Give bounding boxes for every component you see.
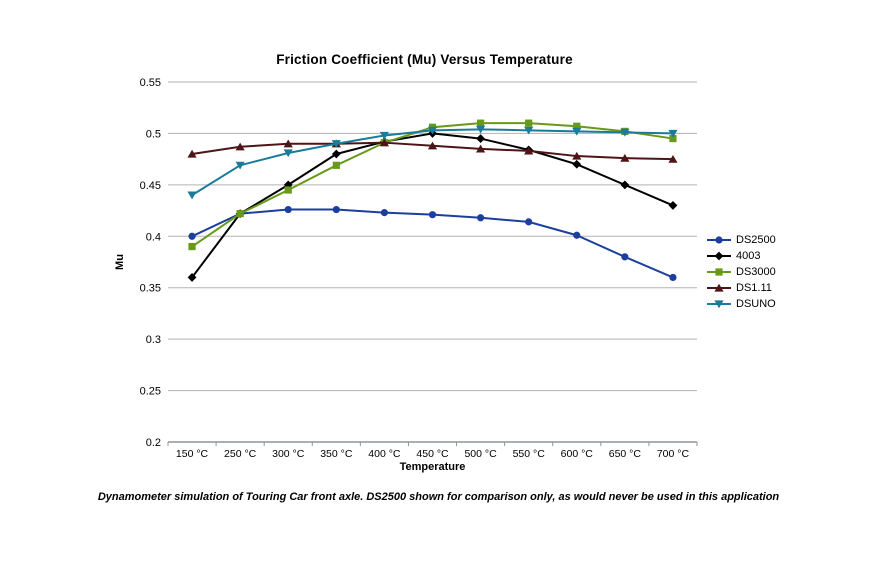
series-marker-DS1.11 [187, 149, 197, 158]
x-tick-label: 500 °C [464, 448, 497, 460]
legend-marker [714, 251, 724, 261]
series-marker-DSUNO [620, 128, 630, 137]
legend-label: DSUNO [736, 298, 776, 310]
series-marker-DS2500 [284, 205, 292, 214]
x-tick-label: 650 °C [609, 448, 642, 460]
x-tick-label: 400 °C [368, 448, 401, 460]
series-marker-DS2500 [573, 231, 581, 239]
series-marker-DSUNO [235, 161, 245, 170]
series-marker-DS1.11 [668, 154, 678, 163]
series-marker-DS1.11 [379, 138, 390, 147]
x-tick-label: 250 °C [224, 448, 257, 460]
series-line-4003 [191, 132, 674, 279]
series-marker-DS3000 [332, 161, 340, 169]
series-marker-DS1.11 [283, 139, 293, 148]
series-marker-DS2500 [669, 273, 677, 282]
series-marker-DS2500 [188, 232, 196, 240]
y-tick-label: 0.5 [146, 128, 161, 140]
series-marker-4003 [668, 201, 678, 210]
series-marker-DS2500 [332, 205, 340, 214]
series-marker-DS2500 [476, 214, 485, 222]
series-marker-DS2500 [428, 211, 437, 219]
series-marker-DS1.11 [572, 151, 582, 160]
x-axis-title: Temperature [399, 461, 466, 473]
series-marker-DS1.11 [524, 146, 534, 155]
legend-marker-icon [707, 283, 731, 292]
series-marker-4003 [572, 159, 582, 169]
legend-item-DSUNO: DSUNO [706, 296, 776, 312]
series-line-DS2500 [191, 208, 674, 279]
legend-item-DS3000: DS3000 [706, 264, 776, 280]
series-marker-DSUNO [331, 140, 341, 148]
y-tick-label: 0.3 [146, 334, 161, 346]
series-marker-DS3000 [669, 134, 677, 143]
legend-marker [715, 236, 723, 244]
legend: DS2500 4003 DS3000 DS1.11 DSUNO [706, 232, 776, 312]
series-marker-DSUNO [524, 126, 534, 135]
y-tick-label: 0.25 [140, 386, 161, 398]
series-marker-DS3000 [188, 242, 196, 251]
x-tick-label: 700 °C [657, 448, 690, 460]
series-marker-DS3000 [236, 210, 244, 218]
series-marker-DSUNO [668, 129, 678, 138]
chart-title: Friction Coefficient (Mu) Versus Tempera… [276, 52, 573, 67]
x-tick-label: 450 °C [416, 448, 449, 460]
y-tick-label: 0.45 [140, 180, 161, 192]
series-marker-DS1.11 [475, 144, 486, 153]
x-tick-label: 150 °C [176, 448, 209, 460]
series-marker-DSUNO [572, 127, 582, 136]
series-marker-DS2500 [380, 209, 389, 217]
series-marker-DS2500 [525, 218, 533, 226]
series-marker-DS3000 [573, 122, 581, 130]
legend-marker [714, 300, 724, 309]
series-marker-DSUNO [379, 131, 390, 140]
legend-marker-icon [707, 236, 731, 244]
series-marker-DS3000 [476, 119, 485, 127]
series-marker-DSUNO [427, 126, 438, 135]
series-marker-DS2500 [621, 253, 629, 261]
series-marker-DS3000 [525, 119, 533, 127]
series-marker-4003 [187, 273, 197, 282]
y-tick-label: 0.35 [140, 283, 161, 295]
legend-marker-icon [707, 251, 731, 261]
legend-label: DS3000 [736, 266, 776, 278]
legend-item-4003: 4003 [706, 248, 776, 264]
legend-marker [715, 268, 723, 276]
series-marker-4003 [620, 180, 630, 190]
legend-item-DS1.11: DS1.11 [706, 280, 776, 296]
series-marker-DS1.11 [427, 141, 438, 150]
legend-marker-icon [707, 300, 731, 309]
legend-marker-icon [707, 268, 731, 276]
series-marker-DS1.11 [235, 142, 245, 151]
x-tick-label: 550 °C [513, 448, 546, 460]
series-marker-DSUNO [475, 125, 486, 134]
series-marker-DS1.11 [620, 153, 630, 162]
y-tick-label: 0.2 [146, 437, 161, 449]
legend-label: DS1.11 [736, 282, 772, 294]
series-marker-DSUNO [187, 191, 197, 200]
legend-label: DS2500 [736, 234, 776, 246]
series-marker-4003 [476, 134, 485, 143]
y-tick-label: 0.55 [140, 77, 161, 89]
legend-label: 4003 [736, 250, 761, 262]
x-tick-label: 600 °C [561, 448, 594, 460]
series-marker-DS3000 [284, 186, 292, 194]
caption: Dynamometer simulation of Touring Car fr… [97, 491, 780, 503]
y-tick-label: 0.4 [146, 231, 161, 243]
y-axis-title: Mu [113, 254, 126, 270]
series-marker-4003 [331, 149, 341, 159]
x-tick-label: 350 °C [320, 448, 353, 460]
legend-marker [714, 283, 724, 292]
x-tick-label: 300 °C [272, 448, 305, 460]
legend-item-DS2500: DS2500 [706, 232, 776, 248]
series-marker-DSUNO [283, 149, 293, 158]
